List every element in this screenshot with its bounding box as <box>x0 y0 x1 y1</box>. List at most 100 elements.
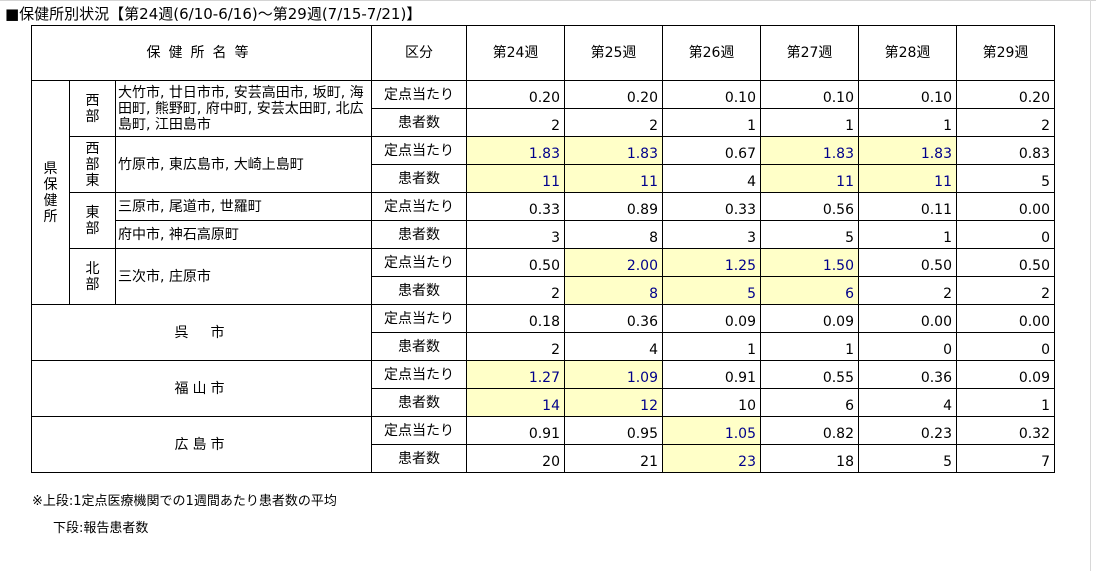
cell-value: 4 <box>858 388 957 417</box>
cell-value: 0.10 <box>858 80 957 109</box>
cell-value-highlight: 1.25 <box>662 248 761 277</box>
cell-value: 4 <box>564 332 663 361</box>
cell-value: 2 <box>858 276 957 305</box>
cell-value: 0 <box>956 332 1055 361</box>
region-name: 西部東 <box>69 136 116 193</box>
cell-value-highlight: 1.83 <box>760 136 859 165</box>
cell-value: 0.11 <box>858 192 957 221</box>
cell-value: 1 <box>662 332 761 361</box>
cell-value-highlight: 12 <box>564 388 663 417</box>
cell-value: 0.83 <box>956 136 1055 165</box>
city-name: 呉 市 <box>31 304 372 361</box>
table-row: 西部東 竹原市, 東広島市, 大崎上島町 定点当たり 1.83 1.83 0.6… <box>32 136 1055 193</box>
region-cities: 大竹市, 廿日市市, 安芸高田市, 坂町, 海田町, 熊野町, 府中町, 安芸太… <box>115 80 372 137</box>
footnote-upper: ※上段:1定点医療機関での1週間あたり患者数の平均 <box>32 494 337 509</box>
header-name: 保健所名等 <box>31 25 372 81</box>
cell-value: 5 <box>760 220 859 249</box>
cell-value: 0.36 <box>858 360 957 389</box>
kubun-count: 患者数 <box>371 388 467 417</box>
kubun-count: 患者数 <box>371 108 467 137</box>
cell-value: 1 <box>858 220 957 249</box>
region-cities: 三次市, 庄原市 <box>115 248 372 305</box>
cell-value-highlight: 1.83 <box>466 136 565 165</box>
table-row: 県保健所 西部 大竹市, 廿日市市, 安芸高田市, 坂町, 海田町, 熊野町, … <box>31 80 1055 305</box>
region-name: 東部 <box>69 192 116 249</box>
table-row: 患者数 11 11 4 11 11 5 <box>32 164 1055 193</box>
cell-value: 0.20 <box>466 80 565 109</box>
cell-value: 2 <box>956 276 1055 305</box>
kubun-count: 患者数 <box>371 332 467 361</box>
cell-value-highlight: 11 <box>760 164 859 193</box>
cell-value: 2 <box>466 276 565 305</box>
table-row: 福山市 定点当たり 1.27 1.09 0.91 0.55 0.36 0.09 <box>31 360 1055 417</box>
kubun-count: 患者数 <box>371 444 467 473</box>
table-row: 東部 三原市, 尾道市, 世羅町 定点当たり 0.33 0.89 0.33 0.… <box>32 192 1055 249</box>
cell-value: 0.00 <box>956 192 1055 221</box>
cell-value: 4 <box>662 164 761 193</box>
cell-value: 0.95 <box>564 416 663 445</box>
cell-value: 0.23 <box>858 416 957 445</box>
cell-value: 0.00 <box>956 304 1055 333</box>
cell-value-highlight: 2.00 <box>564 248 663 277</box>
cell-value: 6 <box>760 388 859 417</box>
cell-value: 0.82 <box>760 416 859 445</box>
cell-value-highlight: 1.83 <box>858 136 957 165</box>
cell-value-highlight: 1.09 <box>564 360 663 389</box>
cell-value-highlight: 1.50 <box>760 248 859 277</box>
table-row: 患者数 20 21 23 18 5 7 <box>32 444 1055 473</box>
top-border-line <box>0 0 1096 1</box>
region-cities: 三原市, 尾道市, 世羅町 <box>115 192 372 221</box>
cell-value: 20 <box>466 444 565 473</box>
cell-value: 8 <box>564 220 663 249</box>
table-row: 患者数 2 8 5 6 2 2 <box>32 276 1055 305</box>
header-week: 第29週 <box>956 25 1055 81</box>
cell-value: 7 <box>956 444 1055 473</box>
table-row: 患者数 2 2 1 1 1 2 <box>32 108 1055 137</box>
region-name: 西部 <box>69 80 116 137</box>
cell-value: 0.09 <box>956 360 1055 389</box>
header-week: 第28週 <box>858 25 957 81</box>
table-row: 患者数 2 4 1 1 0 0 <box>32 332 1055 361</box>
header-week: 第25週 <box>564 25 663 81</box>
cell-value: 0.00 <box>858 304 957 333</box>
cell-value: 0.33 <box>466 192 565 221</box>
kubun-count: 患者数 <box>371 220 467 249</box>
cell-value: 0.55 <box>760 360 859 389</box>
cell-value: 0.20 <box>564 80 663 109</box>
right-border-line <box>1090 0 1091 571</box>
kubun-rate: 定点当たり <box>371 304 467 333</box>
footnote-lower: 下段:報告患者数 <box>53 521 149 536</box>
cell-value: 0.18 <box>466 304 565 333</box>
header-row: 保健所名等 区分 第24週 第25週 第26週 第27週 第28週 第29週 <box>31 25 1055 81</box>
cell-value: 0.33 <box>662 192 761 221</box>
cell-value: 0.20 <box>956 80 1055 109</box>
cell-value: 2 <box>466 108 565 137</box>
cell-value-highlight: 8 <box>564 276 663 305</box>
table-row: 府中市, 神石高原町 患者数 3 8 3 5 1 0 <box>32 220 1055 249</box>
city-name: 福山市 <box>31 360 372 417</box>
cell-value-highlight: 11 <box>858 164 957 193</box>
header-week: 第24週 <box>466 25 565 81</box>
page-title: ■保健所別状況【第24週(6/10-6/16)～第29週(7/15-7/21)】 <box>5 5 422 23</box>
kubun-rate: 定点当たり <box>371 80 467 109</box>
cell-value: 0.56 <box>760 192 859 221</box>
kubun-rate: 定点当たり <box>371 360 467 389</box>
cell-value: 0.10 <box>662 80 761 109</box>
cell-value: 0 <box>858 332 957 361</box>
cell-value-highlight: 1.05 <box>662 416 761 445</box>
cell-value: 1 <box>760 332 859 361</box>
cell-value: 1 <box>956 388 1055 417</box>
cell-value-highlight: 5 <box>662 276 761 305</box>
cell-value: 3 <box>466 220 565 249</box>
cell-value-highlight: 23 <box>662 444 761 473</box>
region-name: 北部 <box>69 248 116 305</box>
header-week: 第26週 <box>662 25 761 81</box>
cell-value: 3 <box>662 220 761 249</box>
cell-value: 0.09 <box>760 304 859 333</box>
kubun-rate: 定点当たり <box>371 416 467 445</box>
cell-value: 21 <box>564 444 663 473</box>
cell-value: 0 <box>956 220 1055 249</box>
cell-value: 2 <box>564 108 663 137</box>
cell-value: 0.67 <box>662 136 761 165</box>
city-name: 広島市 <box>31 416 372 473</box>
